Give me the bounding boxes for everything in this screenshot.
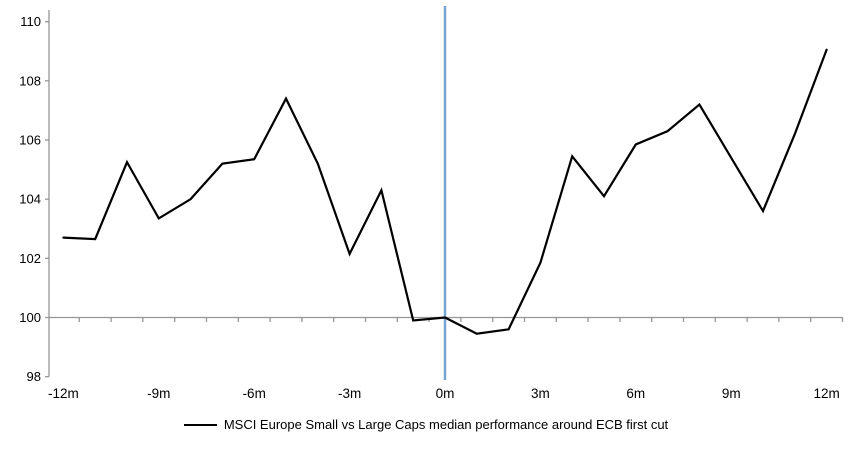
x-tick-label: 12m: [813, 386, 839, 401]
y-tick-label: 104: [19, 192, 41, 207]
y-tick-label: 100: [19, 310, 41, 325]
x-tick-label: -6m: [243, 386, 266, 401]
x-tick-label: -9m: [147, 386, 170, 401]
x-tick-label: -3m: [338, 386, 361, 401]
y-tick-label: 108: [19, 73, 41, 88]
y-tick-label: 110: [20, 14, 41, 29]
x-tick-label: 9m: [722, 386, 741, 401]
y-tick-label: 102: [19, 251, 41, 266]
x-tick-label: -12m: [48, 386, 79, 401]
y-tick-label: 106: [19, 133, 41, 148]
x-tick-label: 0m: [436, 386, 455, 401]
series-line: [62, 48, 828, 335]
y-tick-label: 98: [27, 369, 41, 384]
x-tick-label: 3m: [531, 386, 550, 401]
x-tick-label: 6m: [626, 386, 645, 401]
